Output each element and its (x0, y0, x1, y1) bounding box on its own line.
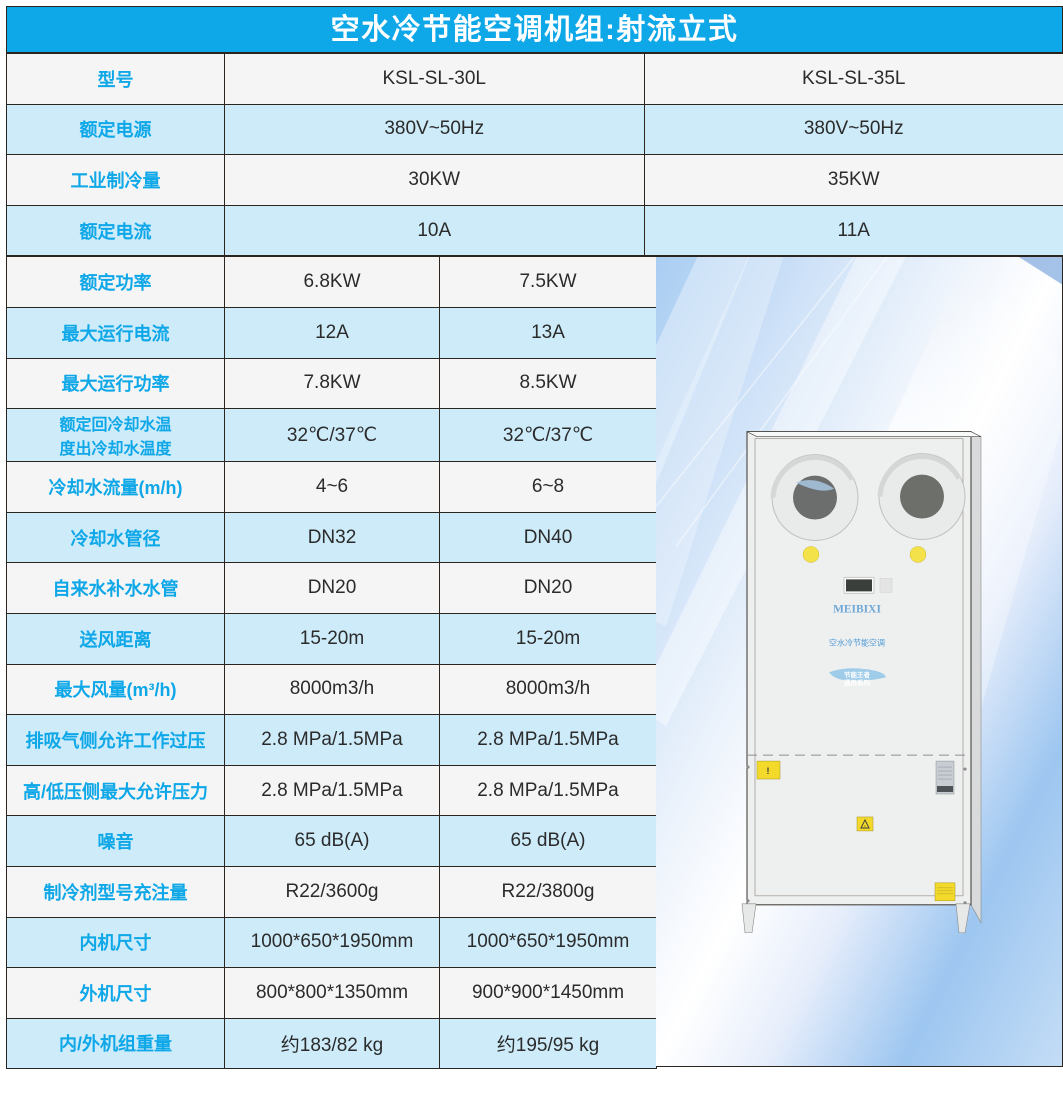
svg-text:MEIBIXI: MEIBIXI (833, 604, 881, 616)
svg-text:通用系列: 通用系列 (844, 679, 870, 688)
svg-text:节能王者: 节能王者 (844, 671, 870, 680)
svg-text:!: ! (766, 766, 769, 776)
svg-text:空水冷节能空调: 空水冷节能空调 (829, 638, 885, 648)
svg-text:!: ! (864, 824, 865, 830)
